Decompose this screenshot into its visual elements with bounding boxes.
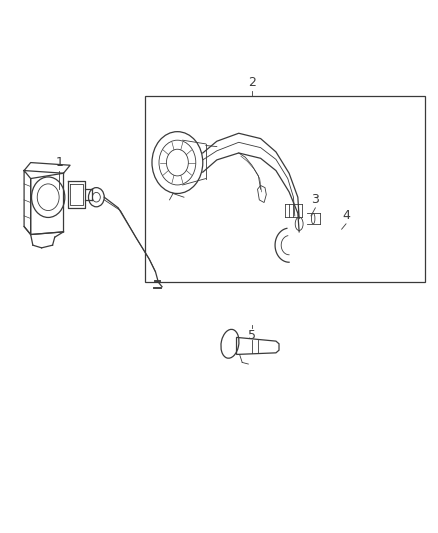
Text: 4: 4 (342, 209, 350, 222)
Text: 1: 1 (55, 156, 63, 169)
Text: 5: 5 (248, 329, 256, 342)
Text: 3: 3 (311, 193, 319, 206)
Text: 2: 2 (248, 76, 256, 89)
Bar (145, 96, 425, 282)
